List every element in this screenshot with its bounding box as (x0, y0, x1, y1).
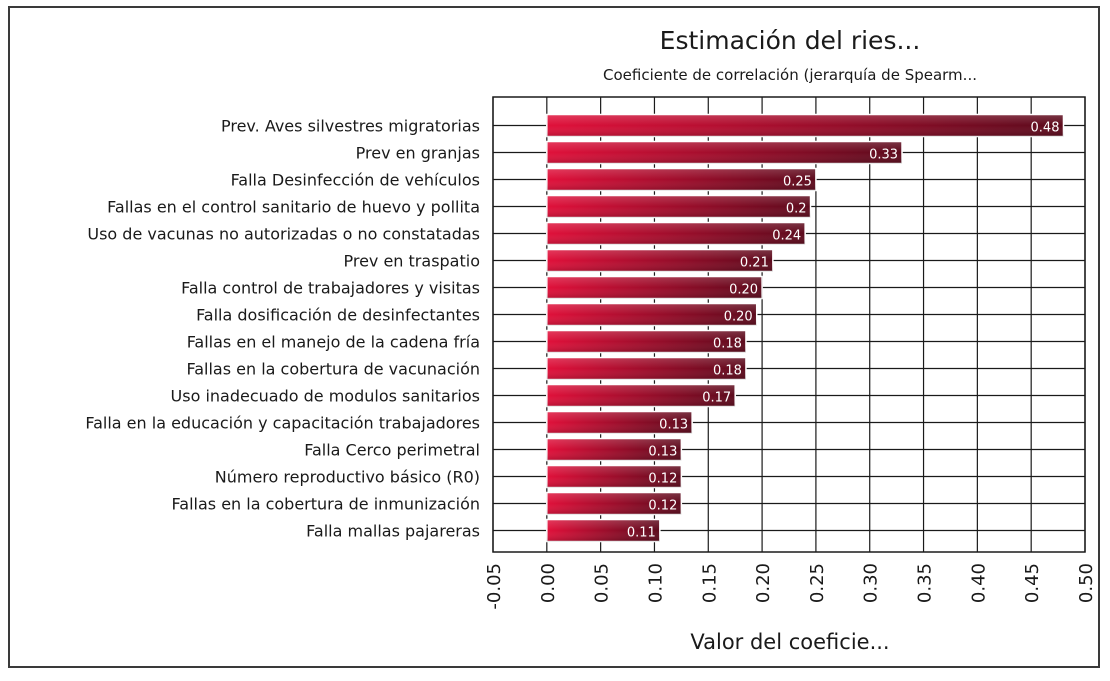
x-tick-label: 0.25 (807, 563, 828, 603)
plot-border (492, 96, 1086, 553)
x-tick-label: 0.35 (915, 563, 936, 603)
bar-shade (546, 114, 1064, 137)
data-label: 0.13 (659, 418, 688, 433)
category-label: Falla mallas pajareras (306, 522, 480, 541)
category-label: Falla Desinfección de vehículos (231, 171, 480, 190)
data-label: 0.25 (783, 175, 812, 190)
data-label: 0.33 (869, 148, 898, 163)
category-label: Fallas en la cobertura de inmunización (172, 495, 480, 514)
bar-shade (546, 195, 811, 218)
bar-shade (546, 357, 746, 380)
bar-shade (546, 141, 903, 164)
bar-layer: 0.48 0.33 0.25 0.2 0.240.21 0.20 0.20 0.18 0.18 0… (546, 113, 1065, 543)
data-label: 0.18 (713, 337, 742, 352)
category-label: Falla en la educación y capacitación tra… (85, 414, 480, 433)
x-axis-label: Valor del coeficie... (690, 630, 890, 654)
bar-shade (546, 276, 763, 299)
category-label-layer: Prev. Aves silvestres migratorias Prev en… (85, 117, 480, 541)
data-label: 0.20 (729, 283, 758, 298)
bar-shade (546, 519, 660, 542)
data-label: 0.21 (740, 256, 769, 271)
category-label: Falla Cerco perimetral (304, 441, 480, 460)
bar-shade (546, 168, 816, 191)
x-tick-label: -0.05 (484, 563, 505, 610)
data-label: 0.24 (772, 229, 801, 244)
category-label: Falla dosificación de desinfectantes (196, 306, 480, 325)
data-label: 0.2 (786, 202, 807, 217)
data-label: 0.20 (724, 310, 753, 325)
x-tick-layer: -0.05 0.00 0.05 0.10 0.15 0.20 0.25 0.30 0.35 0.4… (484, 563, 1097, 610)
x-tick-label: 0.10 (645, 563, 666, 603)
bar-shade (546, 303, 757, 326)
bar-shade (546, 411, 693, 434)
x-tick-label: 0.30 (861, 563, 882, 603)
category-label: Uso inadecuado de modulos sanitarios (171, 387, 480, 406)
category-label: Fallas en el manejo de la cadena fría (187, 333, 480, 352)
category-label: Falla control de trabajadores y visitas (181, 279, 480, 298)
x-tick-label: 0.45 (1022, 563, 1043, 603)
chart-title: Estimación del ries... (659, 26, 921, 55)
data-label: 0.12 (648, 472, 677, 487)
data-label: 0.48 (1031, 121, 1060, 136)
data-label: 0.12 (648, 499, 677, 514)
category-label: Fallas en el control sanitario de huevo … (107, 198, 480, 217)
data-label: 0.11 (627, 526, 656, 541)
category-label: Uso de vacunas no autorizadas o no const… (87, 225, 480, 244)
bar-shade (546, 249, 773, 272)
x-tick-label: 0.15 (699, 563, 720, 603)
x-tick-label: 0.50 (1076, 563, 1097, 603)
bar-shade (546, 330, 746, 353)
bar-shade (546, 492, 682, 515)
category-label: Prev en granjas (356, 144, 480, 163)
bar-shade (546, 465, 682, 488)
category-label: Fallas en la cobertura de vacunación (186, 360, 480, 379)
chart-subtitle: Coeficiente de correlación (jerarquía de… (603, 66, 977, 84)
data-label: 0.17 (702, 391, 731, 406)
bar-shade (546, 384, 736, 407)
category-label: Prev. Aves silvestres migratorias (221, 117, 480, 136)
x-tick-label: 0.20 (753, 563, 774, 603)
x-tick-label: 0.00 (538, 563, 559, 603)
bar-shade (546, 222, 806, 245)
category-label: Número reproductivo básico (R0) (215, 468, 480, 487)
data-label: 0.13 (648, 445, 677, 460)
data-label: 0.18 (713, 364, 742, 379)
x-tick-label: 0.05 (592, 563, 613, 603)
category-label: Prev en traspatio (343, 252, 480, 271)
x-tick-label: 0.40 (968, 563, 989, 603)
bar-shade (546, 438, 682, 461)
